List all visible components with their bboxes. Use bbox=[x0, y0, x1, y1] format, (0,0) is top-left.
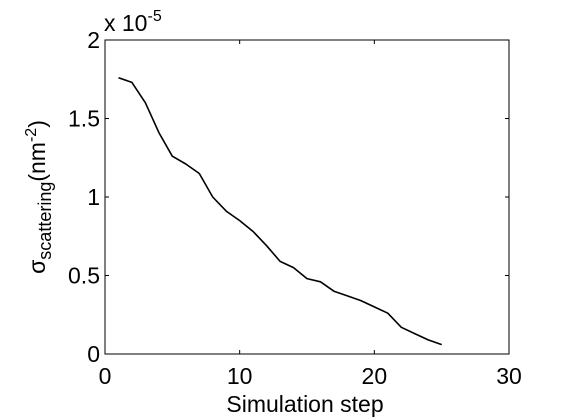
x-tick-label: 10 bbox=[227, 363, 253, 389]
y-tick-label: 0.5 bbox=[68, 263, 100, 289]
series-line bbox=[118, 76, 442, 346]
y-tick-label: 2 bbox=[87, 27, 100, 53]
x-tick-label: 20 bbox=[362, 363, 388, 389]
tick-labels: 0 10 20 30 0 0.5 1 1.5 2 bbox=[68, 27, 522, 389]
y-tick-label: 1.5 bbox=[68, 106, 100, 132]
y-axis-label: σscattering(nm-2) bbox=[23, 120, 55, 274]
y-tick-label: 0 bbox=[87, 341, 100, 367]
plot-area bbox=[104, 39, 510, 355]
x-tick-label: 30 bbox=[496, 363, 522, 389]
tick-marks bbox=[104, 39, 510, 355]
x-axis-label: Simulation step bbox=[226, 391, 383, 417]
x-tick-label: 0 bbox=[99, 363, 112, 389]
y-multiplier: x 10-5 bbox=[104, 8, 162, 36]
data-series bbox=[118, 76, 442, 346]
y-tick-label: 1 bbox=[87, 184, 100, 210]
